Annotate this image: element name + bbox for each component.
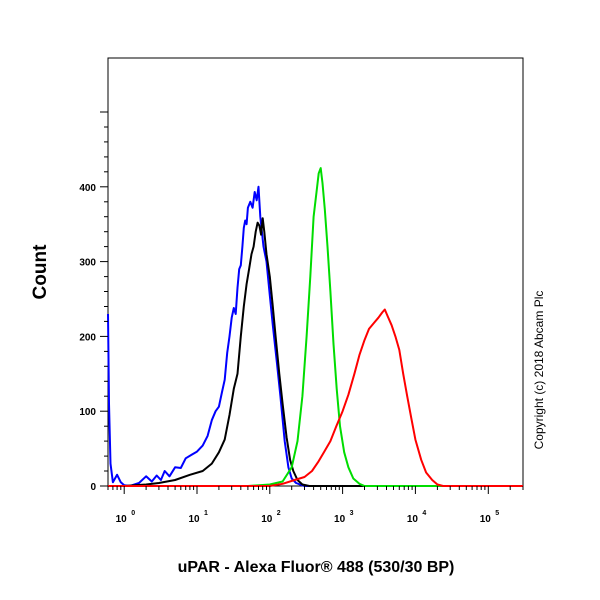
x-tick-label: 10 [480,514,492,525]
x-tick-exponent: 1 [204,510,208,517]
y-tick-label: 0 [90,482,96,493]
plot-frame [107,57,524,487]
x-tick-label: 10 [407,514,419,525]
x-tick-exponent: 5 [495,510,499,517]
x-tick-exponent: 2 [277,510,281,517]
series-line-1 [107,185,523,487]
x-tick-label: 10 [188,514,200,525]
y-tick-label: 400 [79,183,96,194]
copyright-annotation: Copyright (c) 2018 Abcam Plc [532,291,546,450]
x-tick-exponent: 0 [131,510,135,517]
x-tick-exponent: 3 [350,510,354,517]
y-axis: 0 100 200 300 400 [79,111,108,493]
series-line-4 [108,308,523,487]
y-tick-label: 100 [79,407,96,418]
x-tick-label: 10 [261,514,273,525]
x-tick-exponent: 4 [422,510,426,517]
x-axis-label: uPAR - Alexa Fluor® 488 (530/30 BP) [178,559,455,576]
x-tick-label: 10 [116,514,128,525]
series-line-3 [108,167,523,487]
y-tick-label: 200 [79,332,96,343]
y-tick-label: 300 [79,258,96,269]
series-layer [107,167,523,487]
x-tick-label: 10 [334,514,346,525]
y-axis-label: Count [30,244,51,300]
series-line-2 [108,217,523,487]
